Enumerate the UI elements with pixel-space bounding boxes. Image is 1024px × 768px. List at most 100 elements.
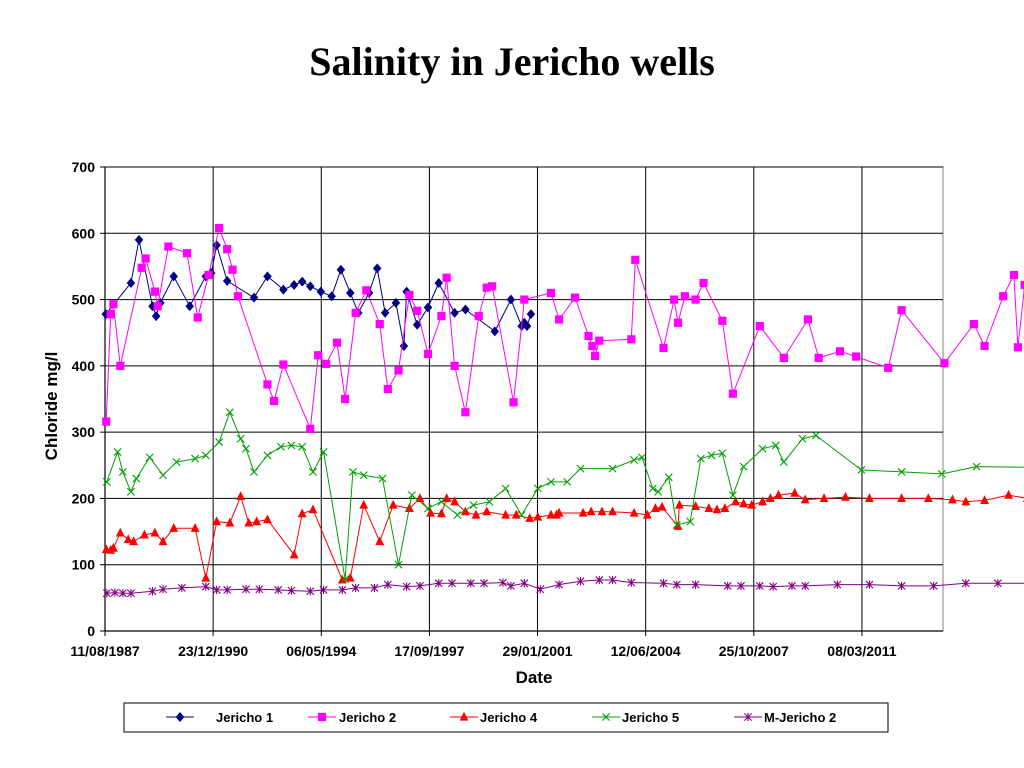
data-point-jericho-2 xyxy=(897,306,906,315)
data-point-m-jericho-2 xyxy=(118,589,127,598)
legend-label: Jericho 5 xyxy=(622,710,679,725)
x-axis-title: Date xyxy=(516,668,553,687)
data-point-m-jericho-2 xyxy=(498,578,507,587)
data-point-jericho-4 xyxy=(720,503,730,512)
legend-label: Jericho 2 xyxy=(339,710,396,725)
data-point-m-jericho-2 xyxy=(351,583,360,593)
data-point-jericho-4 xyxy=(244,517,254,527)
data-point-m-jericho-2 xyxy=(993,579,1002,588)
data-point-jericho-2 xyxy=(383,384,392,394)
data-point-jericho-5 xyxy=(576,464,585,473)
data-point-jericho-5 xyxy=(469,501,478,510)
data-point-jericho-5 xyxy=(771,441,780,450)
data-point-jericho-4 xyxy=(201,572,211,582)
data-point-jericho-2 xyxy=(631,255,640,264)
data-point-jericho-1 xyxy=(327,291,336,302)
data-point-jericho-4 xyxy=(471,509,481,519)
data-point-jericho-2 xyxy=(520,295,529,304)
data-point-jericho-4 xyxy=(169,523,179,532)
data-point-m-jericho-2 xyxy=(659,579,668,588)
data-point-jericho-4 xyxy=(359,499,369,509)
data-point-jericho-5 xyxy=(348,467,357,476)
data-point-jericho-2 xyxy=(461,408,470,417)
data-point-jericho-4 xyxy=(109,542,118,552)
x-tick-label: 25/10/2007 xyxy=(719,643,789,659)
data-point-jericho-5 xyxy=(191,454,200,463)
data-point-jericho-4 xyxy=(948,494,957,504)
data-point-jericho-1 xyxy=(126,278,136,288)
data-point-jericho-4 xyxy=(790,487,800,497)
data-point-jericho-5 xyxy=(485,497,494,506)
data-point-jericho-5 xyxy=(437,497,446,506)
data-point-jericho-4 xyxy=(150,527,160,537)
data-point-jericho-5 xyxy=(728,491,737,500)
data-point-jericho-2 xyxy=(314,351,323,360)
data-point-jericho-5 xyxy=(113,448,122,457)
data-point-jericho-4 xyxy=(482,506,492,516)
series-line-jericho-1 xyxy=(105,239,532,347)
data-point-m-jericho-2 xyxy=(736,581,745,591)
data-point-jericho-4 xyxy=(442,493,452,503)
data-point-jericho-2 xyxy=(691,295,700,304)
data-point-jericho-2 xyxy=(306,424,315,433)
data-point-jericho-2 xyxy=(164,242,173,251)
data-point-m-jericho-2 xyxy=(212,585,221,595)
data-point-jericho-2 xyxy=(884,363,893,372)
data-point-jericho-4 xyxy=(345,572,355,582)
data-point-jericho-4 xyxy=(642,509,652,519)
data-point-jericho-5 xyxy=(637,453,646,462)
data-point-jericho-2 xyxy=(437,312,446,321)
series-jericho-4 xyxy=(101,487,1024,584)
series-jericho-2 xyxy=(102,223,1024,433)
data-point-jericho-4 xyxy=(225,517,235,527)
data-point-jericho-2 xyxy=(116,361,125,370)
data-point-jericho-2 xyxy=(375,319,384,329)
data-point-jericho-1 xyxy=(380,307,390,318)
data-point-jericho-2 xyxy=(474,312,483,321)
data-point-jericho-5 xyxy=(501,484,510,493)
data-point-jericho-4 xyxy=(923,493,933,503)
legend-marker-m-jericho-2 xyxy=(744,712,752,722)
legend-marker-jericho-1 xyxy=(175,712,185,722)
data-point-jericho-4 xyxy=(961,496,971,506)
data-point-jericho-4 xyxy=(190,523,200,532)
data-point-m-jericho-2 xyxy=(274,585,283,595)
data-point-jericho-5 xyxy=(779,457,788,466)
data-point-jericho-5 xyxy=(309,467,317,476)
data-point-jericho-5 xyxy=(250,467,259,476)
data-point-jericho-4 xyxy=(501,509,511,519)
data-point-jericho-1 xyxy=(297,276,307,287)
data-point-jericho-2 xyxy=(699,278,708,288)
data-point-jericho-2 xyxy=(150,287,160,296)
data-point-jericho-5 xyxy=(811,431,820,440)
series-jericho-5 xyxy=(102,408,1024,584)
data-point-jericho-2 xyxy=(835,347,845,356)
data-point-jericho-5 xyxy=(972,462,981,471)
data-point-m-jericho-2 xyxy=(102,589,111,598)
data-point-jericho-5 xyxy=(201,451,210,460)
data-point-jericho-5 xyxy=(453,511,462,519)
x-tick-label: 08/03/2011 xyxy=(827,643,897,659)
data-point-jericho-2 xyxy=(1013,343,1023,352)
data-point-m-jericho-2 xyxy=(961,579,970,588)
data-point-jericho-5 xyxy=(159,471,168,480)
data-point-jericho-1 xyxy=(526,309,536,320)
data-point-jericho-2 xyxy=(263,380,272,389)
data-point-m-jericho-2 xyxy=(787,581,796,591)
y-axis-title: Chloride mg/l xyxy=(42,352,61,461)
data-point-jericho-2 xyxy=(106,310,115,319)
legend: Jericho 1 Jericho 2 Jericho 4 Jericho 5 M-Je… xyxy=(123,702,889,733)
data-point-jericho-5 xyxy=(897,467,906,476)
data-point-jericho-5 xyxy=(686,517,695,526)
data-point-m-jericho-2 xyxy=(287,586,296,595)
data-point-jericho-2 xyxy=(728,389,737,398)
data-point-jericho-5 xyxy=(857,465,866,474)
data-point-jericho-2 xyxy=(940,359,949,368)
y-tick-label: 300 xyxy=(72,424,96,440)
data-point-jericho-2 xyxy=(362,286,371,295)
legend-item-m-jericho-2: M-Jericho 2 xyxy=(734,710,836,725)
data-point-jericho-1 xyxy=(506,294,516,305)
data-point-jericho-2 xyxy=(595,336,604,345)
data-point-m-jericho-2 xyxy=(672,580,681,589)
data-point-jericho-2 xyxy=(153,302,162,311)
